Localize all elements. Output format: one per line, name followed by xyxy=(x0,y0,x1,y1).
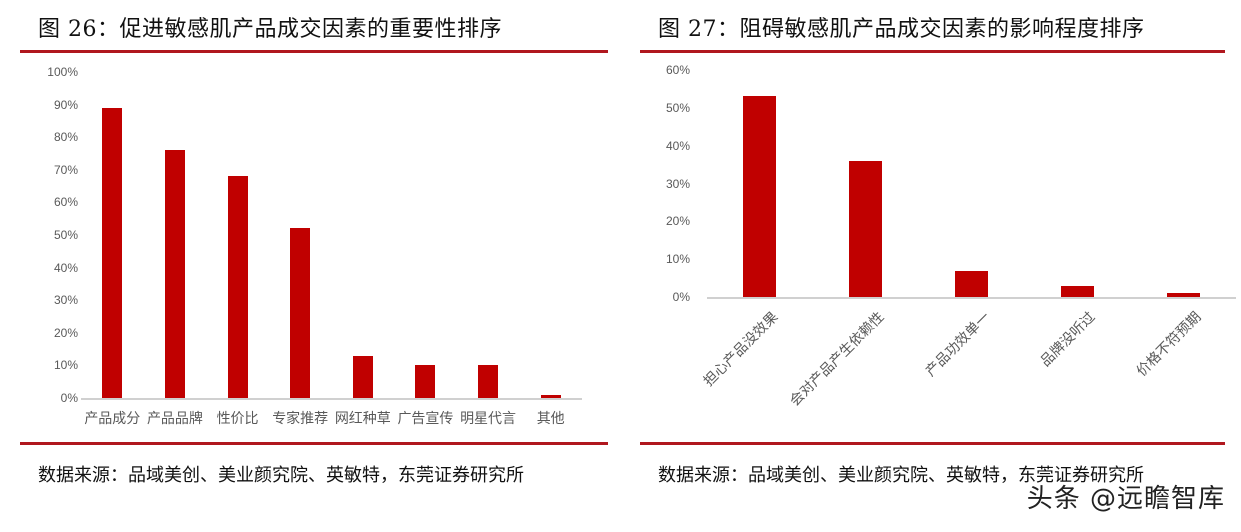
x-tick-label: 会对产品产生依赖性 xyxy=(786,309,888,410)
bar xyxy=(540,394,561,398)
figure-26-chart: 0% 10% 20% 30% 40% 50% 60% 70% 80% 90% 100% 产品成分 产品品… xyxy=(20,0,608,440)
bar xyxy=(1166,293,1200,297)
figure-26-source: 数据来源：品域美创、美业颜究院、英敏特，东莞证券研究所 xyxy=(38,465,524,486)
y-tick-label: 20% xyxy=(53,325,78,340)
x-tick-label: 产品成分 xyxy=(84,411,141,427)
bar xyxy=(227,176,248,398)
x-axis-line xyxy=(81,398,582,400)
y-tick-label: 40% xyxy=(665,138,690,153)
y-tick-label: 60% xyxy=(53,195,78,210)
source-rule xyxy=(640,442,1225,445)
bar xyxy=(478,365,499,398)
y-tick-label: 10% xyxy=(53,358,78,373)
figure-27-panel: 图 27：阻碍敏感肌产品成交因素的影响程度排序 0% 10% 20% 30% 40% 50… xyxy=(640,0,1236,532)
watermark-text: 头条 @远瞻智库 xyxy=(1026,484,1225,514)
y-tick-label: 0% xyxy=(672,290,690,304)
y-tick-label: 40% xyxy=(53,260,78,275)
x-tick-label: 明星代言 xyxy=(460,411,517,427)
bar xyxy=(352,355,373,398)
bar xyxy=(290,228,311,398)
y-tick-label: 30% xyxy=(53,293,78,308)
y-tick-label: 50% xyxy=(53,228,78,242)
title-rule xyxy=(640,50,1225,53)
x-tick-label: 价格不符预期 xyxy=(1133,309,1205,380)
source-rule xyxy=(20,442,608,445)
bar xyxy=(849,160,883,297)
bar xyxy=(164,150,185,398)
y-tick-label: 100% xyxy=(47,65,78,79)
y-tick-label: 30% xyxy=(665,176,690,191)
x-tick-label: 性价比 xyxy=(216,411,259,427)
x-tick-label: 产品品牌 xyxy=(146,411,203,427)
bar xyxy=(102,107,123,398)
figure-27-chart: 0% 10% 20% 30% 40% 50% 60% 担心产品没效果 会对产品产生依赖性 产品功效… xyxy=(640,0,1236,440)
figure-26-panel: 图 26：促进敏感肌产品成交因素的重要性排序 0% 10% 20% 30% 40% 50%… xyxy=(20,0,608,532)
figure-26-title: 图 26：促进敏感肌产品成交因素的重要性排序 xyxy=(38,17,502,42)
figure-27-title: 图 27：阻碍敏感肌产品成交因素的影响程度排序 xyxy=(658,17,1145,42)
figure-27-source: 数据来源：品域美创、美业颜究院、英敏特，东莞证券研究所 xyxy=(658,465,1144,486)
y-tick-label: 20% xyxy=(665,214,690,229)
y-tick-label: 60% xyxy=(665,63,690,77)
x-tick-label: 广告宣传 xyxy=(397,411,454,427)
y-tick-label: 0% xyxy=(60,391,78,405)
y-tick-label: 80% xyxy=(53,130,78,145)
bar xyxy=(1060,285,1094,297)
bar xyxy=(743,96,777,297)
x-tick-label: 网红种草 xyxy=(334,411,391,427)
bar xyxy=(955,270,988,297)
y-tick-label: 50% xyxy=(665,100,690,115)
x-axis-line xyxy=(707,297,1236,299)
x-tick-label: 专家推荐 xyxy=(272,411,329,427)
y-tick-label: 70% xyxy=(53,162,78,177)
bar xyxy=(415,365,436,398)
y-tick-label: 10% xyxy=(665,252,690,267)
x-tick-label: 担心产品没效果 xyxy=(700,309,782,390)
x-tick-label: 其他 xyxy=(536,411,565,427)
y-tick-label: 90% xyxy=(53,97,78,112)
title-rule xyxy=(20,50,608,53)
x-tick-label: 产品功效单一 xyxy=(922,309,993,380)
x-tick-label: 品牌没听过 xyxy=(1037,309,1099,370)
